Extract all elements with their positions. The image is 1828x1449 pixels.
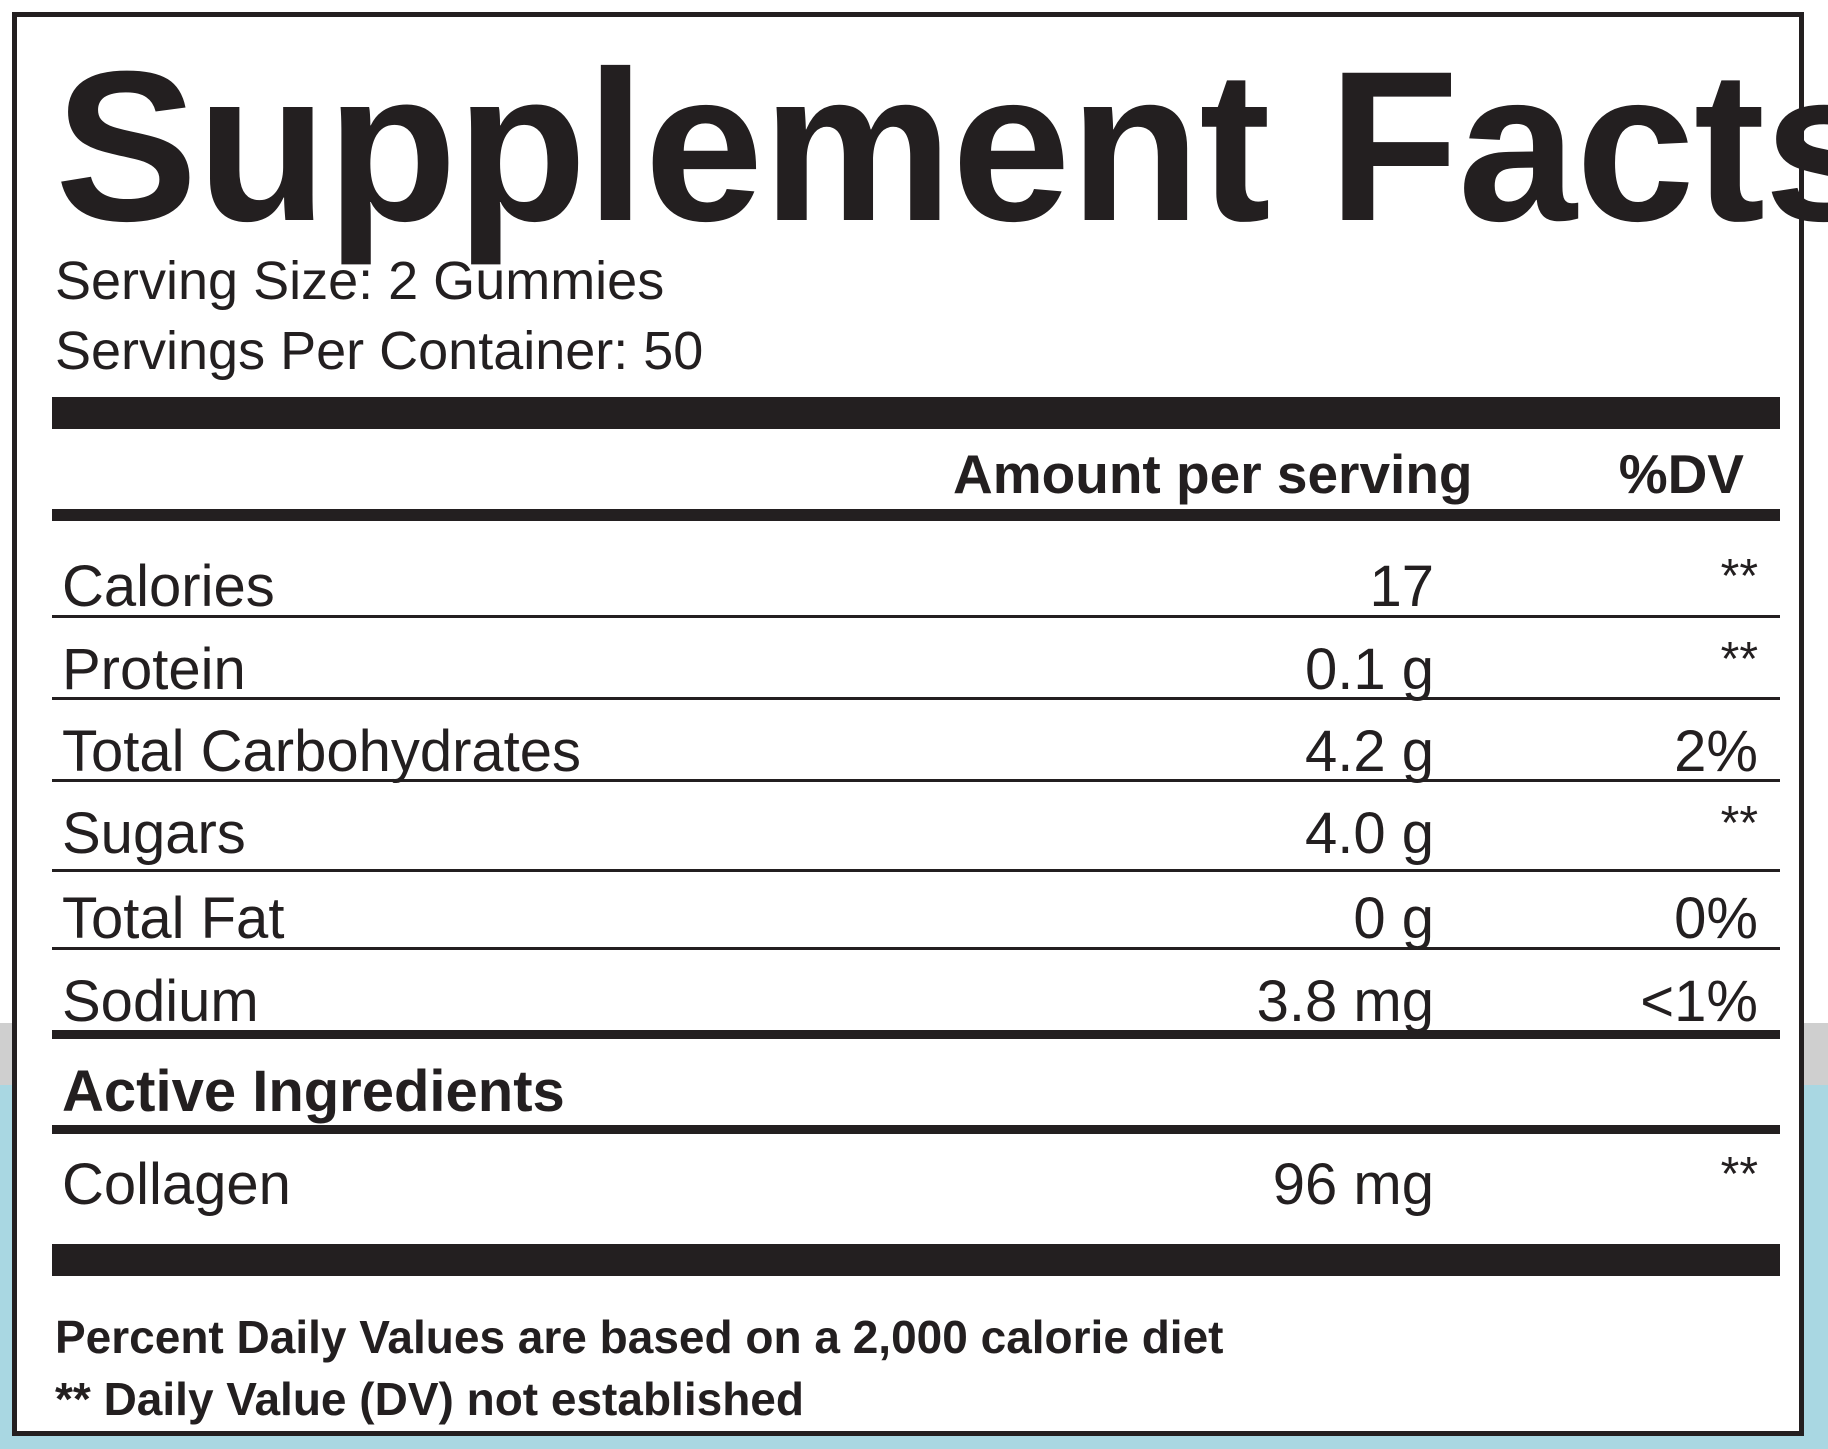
nutrient-dv: 0% — [1674, 886, 1758, 951]
nutrient-row-total-carbohydrates: Total Carbohydrates 4.2 g 2% — [52, 712, 1780, 792]
nutrient-dv: <1% — [1640, 969, 1758, 1034]
daily-value-header: %DV — [1618, 443, 1744, 505]
nutrient-name: Protein — [62, 637, 246, 702]
thick-rule-top — [52, 397, 1780, 429]
nutrient-row-total-fat: Total Fat 0 g 0% — [52, 879, 1780, 959]
ingredient-row-collagen: Collagen 96 mg ** — [52, 1145, 1780, 1225]
nutrient-amount: 3.8 mg — [1256, 969, 1434, 1034]
nutrient-amount: 4.2 g — [1305, 719, 1434, 784]
nutrient-amount: 0.1 g — [1305, 637, 1434, 702]
nutrient-row-sugars: Sugars 4.0 g ** — [52, 794, 1780, 874]
nutrient-dv: ** — [1720, 633, 1758, 686]
active-ingredients-heading: Active Ingredients — [62, 1059, 565, 1124]
nutrient-dv: ** — [1720, 550, 1758, 603]
nutrient-name: Total Carbohydrates — [62, 719, 582, 784]
nutrient-name: Calories — [62, 554, 275, 619]
row-divider — [52, 869, 1780, 872]
nutrient-name: Sugars — [62, 801, 246, 866]
nutrient-name: Sodium — [62, 969, 259, 1034]
label-title: Supplement Facts — [55, 27, 1828, 266]
footnote-dv-not-established: ** Daily Value (DV) not established — [55, 1373, 804, 1425]
row-divider — [52, 947, 1780, 950]
nutrient-amount: 4.0 g — [1305, 801, 1434, 866]
nutrient-row-calories: Calories 17 ** — [52, 547, 1780, 627]
amount-per-serving-header: Amount per serving — [953, 443, 1473, 505]
ingredient-dv: ** — [1720, 1148, 1758, 1201]
section-rule — [52, 1030, 1780, 1039]
nutrient-dv: ** — [1720, 797, 1758, 850]
ingredient-name: Collagen — [62, 1152, 291, 1217]
ingredient-amount: 96 mg — [1272, 1152, 1434, 1217]
section-rule — [52, 1125, 1780, 1134]
nutrient-dv: 2% — [1674, 719, 1758, 784]
nutrient-amount: 0 g — [1353, 886, 1434, 951]
supplement-facts-panel: Supplement Facts Serving Size: 2 Gummies… — [12, 12, 1828, 1436]
nutrient-row-sodium: Sodium 3.8 mg <1% — [52, 962, 1780, 1042]
nutrient-name: Total Fat — [62, 886, 285, 951]
row-divider — [52, 615, 1780, 618]
row-divider — [52, 779, 1780, 782]
thick-rule-bottom — [52, 1244, 1780, 1276]
servings-per-container: Servings Per Container: 50 — [55, 321, 704, 381]
row-divider — [52, 697, 1780, 700]
serving-size: Serving Size: 2 Gummies — [55, 251, 665, 311]
nutrient-row-protein: Protein 0.1 g ** — [52, 630, 1780, 710]
nutrient-amount: 17 — [1369, 554, 1434, 619]
footnote-daily-values: Percent Daily Values are based on a 2,00… — [55, 1311, 1224, 1363]
header-rule — [52, 509, 1780, 521]
